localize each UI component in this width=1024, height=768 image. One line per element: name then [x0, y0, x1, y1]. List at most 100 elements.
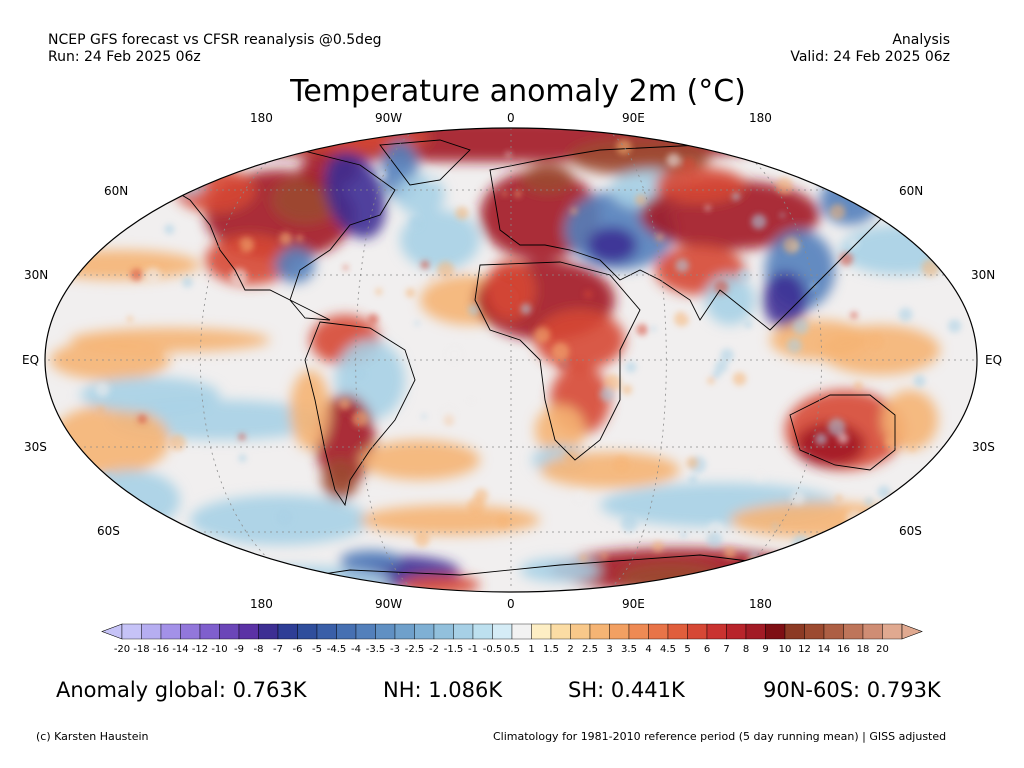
- anomaly-patch: [730, 502, 910, 538]
- left-lat-label: 30N: [24, 268, 49, 282]
- anomaly-speck: [720, 348, 734, 363]
- anomaly-speck: [420, 260, 430, 270]
- anomaly-speck: [850, 311, 858, 319]
- anomaly-speck: [64, 494, 82, 512]
- anomaly-speck: [790, 490, 806, 506]
- anomaly-speck: [164, 224, 175, 235]
- anomaly-speck: [276, 509, 292, 526]
- anomaly-patch: [587, 227, 637, 263]
- anomaly-speck: [731, 147, 740, 156]
- anomaly-speck: [674, 311, 690, 327]
- anomaly-speck: [921, 258, 940, 277]
- anomaly-speck: [631, 543, 636, 548]
- analysis-label: Analysis: [892, 32, 950, 48]
- longitude-line: [199, 128, 341, 591]
- anomaly-speck: [829, 203, 846, 220]
- anomaly-speck: [601, 552, 608, 560]
- anomaly-speck: [409, 216, 422, 229]
- anomaly-patch: [882, 390, 938, 450]
- top-lon-label: 180: [749, 111, 772, 125]
- coastline: [159, 149, 396, 321]
- anomaly-speck: [564, 450, 578, 465]
- anomaly-speck: [884, 436, 898, 450]
- anomaly-speck: [754, 471, 765, 482]
- anomaly-speck: [94, 238, 102, 246]
- anomaly-speck: [748, 550, 760, 562]
- anomaly-speck: [845, 186, 854, 196]
- anomaly-patch: [322, 460, 358, 500]
- anomaly-speck: [56, 541, 65, 550]
- anomaly-speck: [873, 159, 883, 169]
- anomaly-speck: [437, 261, 455, 279]
- anomaly-speck: [835, 494, 843, 502]
- anomaly-speck: [876, 535, 886, 545]
- anomaly-speck: [468, 397, 475, 404]
- longitude-line: [681, 128, 823, 591]
- anomaly-speck: [913, 374, 926, 388]
- anomaly-speck: [194, 158, 205, 169]
- anomaly-speck: [440, 405, 458, 423]
- anomaly-speck: [579, 554, 588, 563]
- anomaly-field: [45, 128, 977, 592]
- anomaly-speck: [783, 565, 790, 572]
- anomaly-speck: [56, 193, 66, 203]
- anomaly-speck: [421, 414, 427, 419]
- anomaly-speck: [636, 323, 648, 336]
- anomaly-speck: [686, 456, 699, 469]
- bottom-lon-label: 180: [250, 597, 273, 611]
- right-lat-label: 60S: [899, 524, 922, 538]
- anomaly-patch: [520, 558, 600, 582]
- anomaly-speck: [467, 497, 486, 516]
- anomaly-patch: [705, 275, 755, 325]
- anomaly-patch: [80, 470, 180, 530]
- anomaly-patch: [45, 250, 200, 280]
- right-lat-label: 30N: [971, 268, 996, 282]
- anomaly-speck: [505, 151, 512, 158]
- right-lat-label: 60N: [899, 184, 924, 198]
- anomaly-speck: [169, 434, 186, 451]
- anomaly-patch: [820, 175, 880, 225]
- anomaly-speck: [731, 192, 741, 201]
- anomaly-patch: [175, 168, 255, 212]
- anomaly-speck: [106, 156, 113, 163]
- longitude-line: [596, 128, 667, 591]
- anomaly-speck: [377, 170, 387, 180]
- bottom-lon-label: 90W: [375, 597, 403, 611]
- anomaly-speck: [430, 276, 435, 281]
- coastline: [379, 139, 471, 186]
- coastline: [789, 394, 896, 471]
- anomaly-speck: [680, 531, 687, 539]
- anomaly-speck: [469, 267, 478, 276]
- anomaly-speck: [599, 387, 615, 402]
- top-lon-label: 0: [507, 111, 515, 125]
- longitude-line: [355, 128, 426, 591]
- anomaly-speck: [223, 560, 236, 573]
- anomaly-speck: [839, 252, 854, 266]
- anomaly-patch: [395, 175, 445, 215]
- anomaly-speck: [296, 234, 304, 242]
- anomaly-patch: [50, 405, 170, 475]
- anomaly-speck: [723, 546, 736, 559]
- anomaly-speck: [100, 471, 115, 486]
- anomaly-speck: [947, 319, 962, 333]
- anomaly-speck: [164, 353, 169, 358]
- anomaly-speck: [238, 433, 246, 441]
- anomaly-speck: [684, 304, 697, 318]
- coastline: [474, 261, 641, 461]
- anomaly-patch: [360, 440, 480, 480]
- anomaly-patch: [80, 377, 220, 413]
- anomaly-patch: [273, 178, 337, 222]
- climatology-note: Climatology for 1981-2010 reference peri…: [493, 730, 947, 743]
- anomaly-speck: [137, 414, 148, 424]
- anomaly-speck: [455, 206, 469, 220]
- map-title: Temperature anomaly 2m (°C): [290, 74, 746, 109]
- anomaly-speck: [414, 320, 420, 326]
- anomaly-patch: [570, 140, 710, 176]
- anomaly-speck: [445, 345, 463, 364]
- anomaly-speck: [877, 485, 891, 499]
- anomaly-sh-stat: SH: 0.441K: [568, 678, 685, 702]
- anomaly-speck: [864, 497, 874, 507]
- anomaly-speck: [915, 143, 931, 159]
- anomaly-speck: [130, 268, 143, 281]
- anomaly-speck: [343, 265, 349, 271]
